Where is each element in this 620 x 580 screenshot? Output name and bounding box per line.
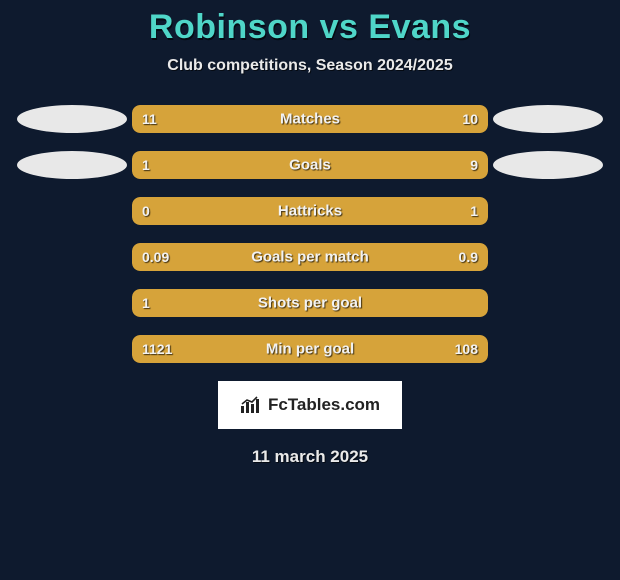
comparison-card: Robinson vs Evans Club competitions, Sea… (0, 0, 620, 467)
left-logo-col (12, 151, 132, 179)
stat-bar: Shots per goal 1 (132, 289, 488, 317)
stat-fill-right (196, 151, 488, 179)
stat-row: Min per goal 1121 108 (0, 335, 620, 363)
logo-text: FcTables.com (268, 395, 380, 415)
stat-bar: Hattricks 0 1 (132, 197, 488, 225)
stat-row: Shots per goal 1 (0, 289, 620, 317)
stat-bar: Goals per match 0.09 0.9 (132, 243, 488, 271)
stat-label: Goals per match (251, 249, 369, 266)
team-logo-placeholder (17, 151, 127, 179)
stat-fill-left (132, 105, 303, 133)
page-title: Robinson vs Evans (0, 8, 620, 47)
left-logo-col (12, 105, 132, 133)
stat-value-left: 0 (142, 203, 150, 219)
stat-value-right: 108 (455, 341, 478, 357)
stat-label: Hattricks (278, 203, 342, 220)
stat-value-right: 9 (470, 157, 478, 173)
stat-label: Shots per goal (258, 295, 362, 312)
stat-label: Matches (280, 111, 340, 128)
stat-label: Min per goal (266, 341, 354, 358)
stat-value-left: 1 (142, 157, 150, 173)
stat-value-left: 1 (142, 295, 150, 311)
right-logo-col (488, 151, 608, 179)
stat-bar: Matches 11 10 (132, 105, 488, 133)
fctables-logo[interactable]: FcTables.com (218, 381, 402, 429)
stat-value-right: 10 (462, 111, 478, 127)
stat-value-right: 1 (470, 203, 478, 219)
team-logo-placeholder (493, 151, 603, 179)
logo-wrap: FcTables.com (0, 381, 620, 429)
stat-value-left: 11 (142, 111, 157, 127)
stat-bar: Min per goal 1121 108 (132, 335, 488, 363)
stat-label: Goals (289, 157, 331, 174)
stat-value-right: 0.9 (459, 249, 478, 265)
team-logo-placeholder (493, 105, 603, 133)
stat-row: Matches 11 10 (0, 105, 620, 133)
chart-icon (240, 396, 262, 414)
team-logo-placeholder (17, 105, 127, 133)
stat-bar: Goals 1 9 (132, 151, 488, 179)
right-logo-col (488, 105, 608, 133)
stats-rows: Matches 11 10 Goals 1 9 Hattricks 0 1 Goals per m… (0, 105, 620, 363)
date-text: 11 march 2025 (0, 447, 620, 467)
stat-value-left: 0.09 (142, 249, 169, 265)
subtitle: Club competitions, Season 2024/2025 (0, 57, 620, 75)
stat-row: Hattricks 0 1 (0, 197, 620, 225)
stat-value-left: 1121 (142, 341, 172, 357)
stat-row: Goals per match 0.09 0.9 (0, 243, 620, 271)
stat-row: Goals 1 9 (0, 151, 620, 179)
